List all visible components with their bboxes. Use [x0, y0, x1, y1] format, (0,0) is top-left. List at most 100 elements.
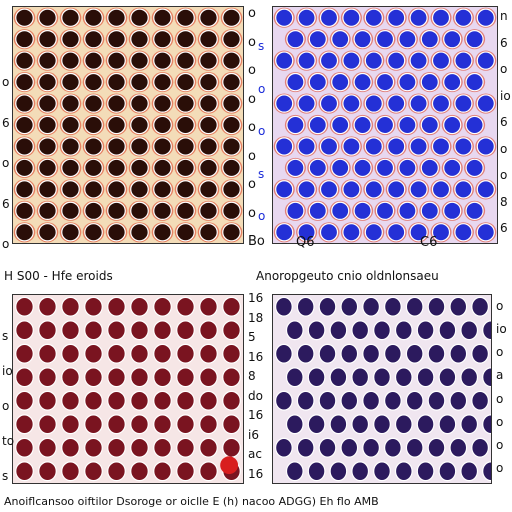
grid-dot: [61, 367, 80, 388]
grid-dot: [15, 461, 34, 482]
grid-dot: [364, 51, 383, 70]
tick-label: 16: [248, 349, 264, 364]
grid-dot: [153, 320, 172, 341]
grid-dot: [394, 414, 413, 435]
grid-dot: [384, 390, 402, 411]
grid-dot: [199, 8, 218, 27]
grid-dot: [84, 94, 103, 113]
grid-dot: [153, 437, 172, 458]
grid-dot: [405, 390, 424, 411]
grid-dot: [342, 8, 361, 27]
grid-dot: [84, 367, 103, 388]
grid-dot: [394, 461, 413, 482]
grid-dot: [318, 437, 337, 458]
grid-dot: [199, 158, 218, 178]
grid-dot: [199, 115, 218, 135]
grid-dot: [375, 115, 395, 135]
grid-dot: [61, 94, 80, 113]
grid-dot: [199, 51, 218, 70]
grid-dot: [454, 8, 473, 27]
grid-dot: [331, 158, 350, 178]
grid-dot: [364, 137, 383, 156]
grid-dot: [107, 94, 126, 113]
grid-dot: [319, 137, 339, 156]
grid-dot: [15, 367, 34, 388]
grid-dot: [153, 390, 172, 411]
grid-dot: [319, 94, 339, 113]
grid-dot: [319, 180, 339, 199]
grid-dot: [364, 180, 383, 199]
tick-label: o: [248, 177, 256, 192]
tick-label: 5: [248, 330, 256, 345]
grid-dot: [384, 437, 402, 458]
grid-dot: [275, 8, 294, 27]
grid-dot: [362, 296, 380, 317]
grid-dot: [130, 115, 149, 135]
grid-dot: [176, 115, 195, 135]
grid-dot: [199, 343, 218, 364]
grid-dot: [176, 296, 195, 317]
grid-dot: [222, 137, 241, 156]
grid-dot: [15, 8, 34, 27]
grid-dot: [176, 30, 195, 49]
grid-dot: [38, 94, 57, 113]
grid-dot: [130, 137, 149, 156]
grid-dot: [443, 115, 462, 135]
grid-dot: [329, 414, 348, 435]
grid-dot: [222, 8, 241, 27]
grid-dot: [351, 367, 370, 388]
grid-dot: [454, 137, 473, 156]
grid-dot: [460, 414, 479, 435]
grid-dot: [107, 223, 126, 242]
grid-dot: [387, 8, 406, 27]
grid-dot: [153, 343, 172, 364]
grid-dot: [107, 296, 126, 317]
grid-dot: [387, 94, 406, 113]
grid-dot: [398, 72, 417, 92]
grid-dot: [476, 223, 495, 242]
grid-dot: [222, 390, 241, 411]
grid-dot: [307, 367, 326, 388]
grid-dot: [153, 137, 172, 156]
grid-dot: [222, 201, 241, 220]
grid-dot: [84, 437, 103, 458]
grid-dot: [331, 72, 350, 92]
tick-label: o: [500, 141, 508, 156]
grid-dot: [409, 8, 428, 27]
grid-dot: [107, 158, 126, 178]
tick-label: io: [2, 364, 13, 378]
dot-grid-red: [15, 296, 241, 482]
grid-dot: [296, 296, 315, 317]
grid-dot: [297, 223, 316, 242]
grid-dot: [297, 137, 316, 156]
tick-label: Bo: [248, 234, 265, 249]
grid-dot: [61, 223, 80, 242]
grid-dot: [176, 137, 195, 156]
grid-dot: [153, 72, 172, 92]
grid-dot: [107, 343, 126, 364]
tick-label: o: [496, 461, 504, 475]
grid-dot: [465, 201, 484, 220]
grid-dot: [297, 51, 316, 70]
grid-dot: [353, 30, 372, 49]
tick-label: 18: [248, 310, 264, 325]
grid-dot: [351, 320, 370, 341]
grid-dot: [351, 461, 370, 482]
grid-dot: [38, 461, 57, 482]
grid-dot: [199, 223, 218, 242]
grid-dot: [476, 8, 495, 27]
grid-dot: [449, 390, 468, 411]
grid-dot: [340, 296, 359, 317]
grid-dot: [416, 414, 435, 435]
grid-dot: [476, 180, 495, 199]
grid-dot: [409, 51, 428, 70]
grid-dot: [107, 414, 126, 435]
tick-label: 6: [500, 115, 508, 129]
grid-dot: [342, 180, 361, 199]
grid-dot: [329, 461, 348, 482]
grid-dot: [84, 115, 103, 135]
grid-dot: [15, 115, 34, 135]
grid-dot: [61, 115, 80, 135]
dot-grid-purple: [275, 296, 491, 482]
grid-dot: [222, 30, 241, 49]
